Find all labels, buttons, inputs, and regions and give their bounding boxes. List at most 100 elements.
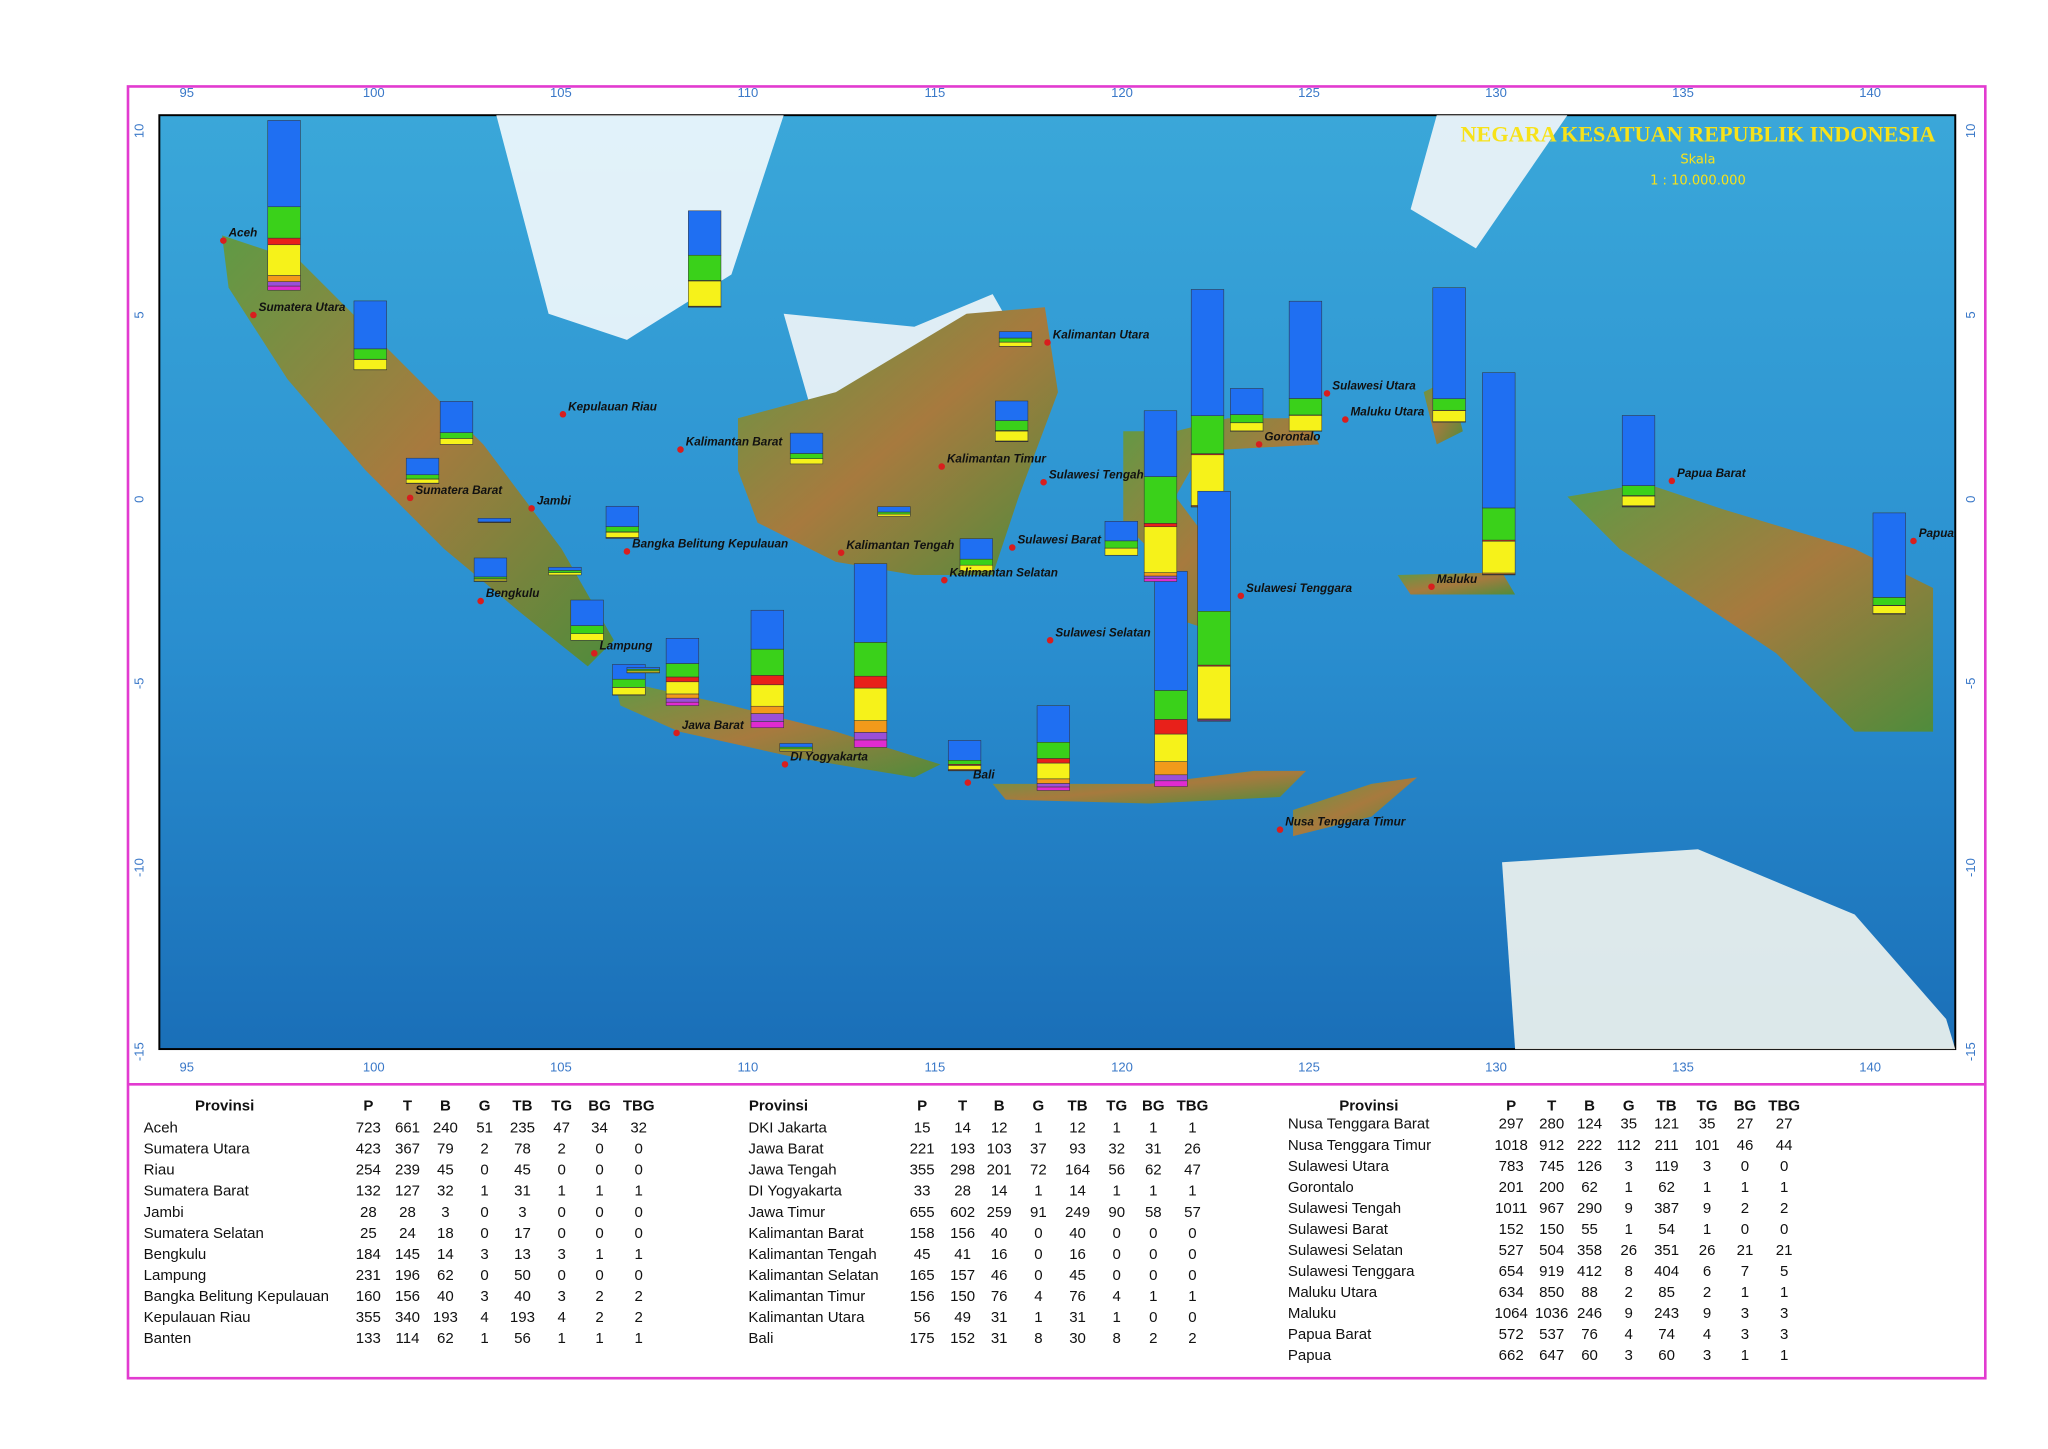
longitude-label: 130 (1485, 85, 1507, 100)
table-cell: 2 (595, 1309, 603, 1326)
table-cell: 201 (987, 1162, 1012, 1179)
province-label: Papua Barat (1677, 467, 1747, 480)
table-cell: 1 (1034, 1183, 1042, 1200)
table-cell: 40 (514, 1288, 531, 1305)
table-cell: 14 (991, 1183, 1008, 1200)
table-cell: 2 (1741, 1200, 1749, 1217)
table-cell: 6 (1703, 1263, 1711, 1280)
bar-segment (1154, 774, 1188, 782)
capital-dot (673, 729, 680, 737)
province-label: Gorontalo (1264, 430, 1320, 443)
table-cell: 62 (1581, 1179, 1598, 1196)
longitude-label: 135 (1672, 85, 1694, 100)
table-cell: 0 (635, 1141, 643, 1158)
bar-segment (1154, 761, 1188, 776)
province-label: Bangka Belitung Kepulauan (632, 538, 788, 551)
bar-segment (1621, 485, 1656, 496)
bar-segment (688, 254, 722, 281)
table-cell: 1 (1780, 1284, 1788, 1301)
table-cell: 3 (480, 1288, 488, 1305)
longitude-label: 115 (925, 1059, 946, 1074)
table-cell: 3 (1703, 1347, 1711, 1364)
bar-segment (1143, 476, 1178, 524)
table-header: TBG (1768, 1097, 1800, 1114)
table-cell: 0 (595, 1267, 603, 1284)
table-cell: 25 (360, 1225, 377, 1242)
bar-segment (688, 210, 722, 256)
table-cell: 340 (395, 1309, 420, 1326)
capital-dot (1044, 339, 1051, 346)
bar-segment (570, 625, 604, 634)
table-cell: 290 (1577, 1200, 1602, 1217)
table-cell: 193 (433, 1309, 458, 1326)
table-cell: 9 (1703, 1200, 1711, 1217)
bar-segment (947, 740, 982, 761)
bar-segment (750, 713, 784, 722)
bar-segment (665, 676, 700, 683)
table-cell: 196 (395, 1267, 420, 1284)
province-label: Kepulauan Riau (568, 400, 657, 413)
latitude-label: 0 (132, 496, 147, 503)
table-cell: 243 (1654, 1305, 1679, 1322)
table-cell: 45 (514, 1162, 531, 1179)
capital-dot (1237, 592, 1245, 600)
table-header: B (440, 1097, 451, 1114)
table-cell: 103 (987, 1141, 1012, 1158)
table-cell: 114 (396, 1330, 420, 1347)
table-cell: 3 (1625, 1158, 1633, 1175)
table-cell: 634 (1499, 1284, 1524, 1301)
table-cell: 4 (1113, 1288, 1121, 1305)
table-cell: 0 (1188, 1225, 1196, 1242)
province-name: Sulawesi Barat (1288, 1221, 1389, 1238)
province-name: Nusa Tenggara Barat (1288, 1116, 1430, 1133)
bar-segment (1036, 742, 1070, 759)
table-cell: 62 (1145, 1162, 1162, 1179)
table-cell: 1064 (1494, 1305, 1527, 1322)
bar-segment (405, 478, 440, 484)
table-cell: 47 (1184, 1162, 1201, 1179)
bar-segment (665, 638, 700, 664)
latitude-label: -5 (1963, 678, 1978, 690)
province-label: Papua (1919, 527, 1955, 540)
bar-segment (1143, 572, 1178, 577)
table-cell: 387 (1654, 1200, 1679, 1217)
bar-segment (1482, 372, 1516, 509)
table-cell: 24 (399, 1225, 416, 1242)
table-cell: 14 (1069, 1183, 1086, 1200)
bar-segment (605, 505, 639, 527)
latitude-label: 5 (132, 311, 147, 318)
table-cell: 3 (1780, 1305, 1788, 1322)
table-cell: 259 (987, 1204, 1012, 1221)
table-cell: 119 (1655, 1158, 1679, 1175)
table-cell: 537 (1539, 1326, 1564, 1343)
bar-segment (750, 648, 784, 676)
table-cell: 280 (1539, 1116, 1564, 1133)
table-cell: 1 (1188, 1120, 1196, 1137)
province-name: Jawa Timur (748, 1204, 825, 1221)
table-cell: 0 (1149, 1267, 1157, 1284)
capital-dot (1255, 441, 1263, 448)
capital-dot (1008, 544, 1016, 551)
table-cell: 156 (395, 1288, 420, 1305)
table-cell: 0 (1113, 1267, 1121, 1284)
table-cell: 239 (395, 1162, 420, 1179)
province-name: Lampung (144, 1267, 207, 1284)
province-label: Maluku Utara (1351, 406, 1425, 419)
table-cell: 351 (1654, 1242, 1679, 1259)
table-cell: 160 (356, 1288, 381, 1305)
table-cell: 0 (595, 1204, 603, 1221)
table-cell: 0 (1741, 1158, 1749, 1175)
bar-segment (548, 572, 582, 576)
bar-segment (877, 506, 911, 513)
bar-segment (1036, 783, 1070, 788)
bar-segment (779, 746, 813, 750)
table-cell: 8 (1034, 1330, 1042, 1347)
table-cell: 60 (1581, 1347, 1598, 1364)
province-name: Jambi (144, 1204, 184, 1221)
province-label: Jambi (537, 494, 572, 507)
table-cell: 88 (1581, 1284, 1598, 1301)
table-cell: 3 (1780, 1326, 1788, 1343)
